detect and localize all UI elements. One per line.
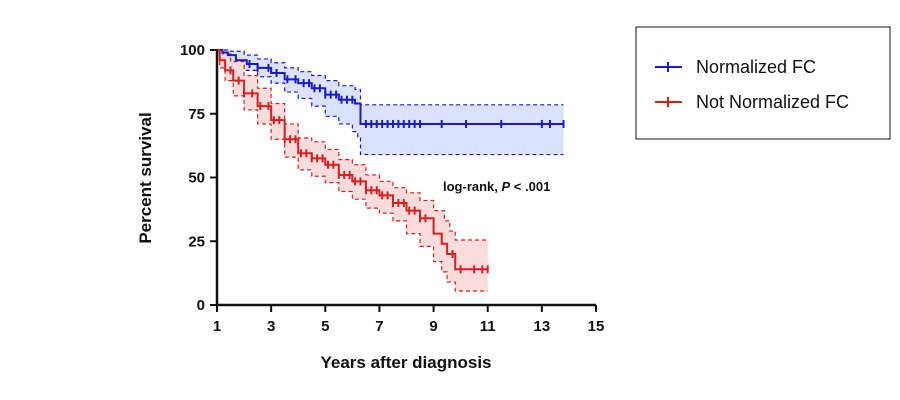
x-axis-title: Years after diagnosis [320,353,491,372]
annotation-prefix: log-rank, [443,179,502,194]
y-tick-label: 25 [188,233,205,250]
ci-band-normalized [217,50,564,155]
legend-box [635,26,891,140]
y-tick-label: 100 [180,42,205,59]
y-tick-label: 50 [188,170,205,187]
legend-label-normalized: Normalized FC [696,57,816,77]
y-axis-title: Percent survival [136,112,155,243]
annotation-p: P [502,179,511,194]
x-tick-label: 13 [534,318,551,335]
x-tick-label: 9 [429,318,437,335]
legend: Normalized FC Not Normalized FC [635,26,891,140]
legend-item-not-normalized: Not Normalized FC [655,92,849,112]
survival-curves [217,49,565,274]
y-tick-label: 75 [188,106,205,123]
ci-upper-not-normalized [217,49,488,241]
legend-label-not-normalized: Not Normalized FC [696,92,849,112]
ci-band-not-normalized [217,50,488,291]
x-tick-label: 3 [267,318,275,335]
x-tick-label: 1 [213,318,221,335]
x-tick-label: 15 [588,318,605,335]
confidence-bands [217,49,564,292]
legend-item-normalized: Normalized FC [655,57,816,77]
survival-curve-not-normalized [217,49,488,271]
log-rank-annotation: log-rank, P < .001 [443,179,550,194]
ci-upper-normalized [217,49,564,106]
axes [215,50,596,307]
ci-lower-normalized [217,49,564,156]
x-tick-label: 11 [480,318,496,335]
y-tick-label: 0 [197,297,205,314]
annotation-suffix: < .001 [510,179,550,194]
x-tick-label: 5 [321,318,329,335]
x-tick-label: 7 [375,318,383,335]
